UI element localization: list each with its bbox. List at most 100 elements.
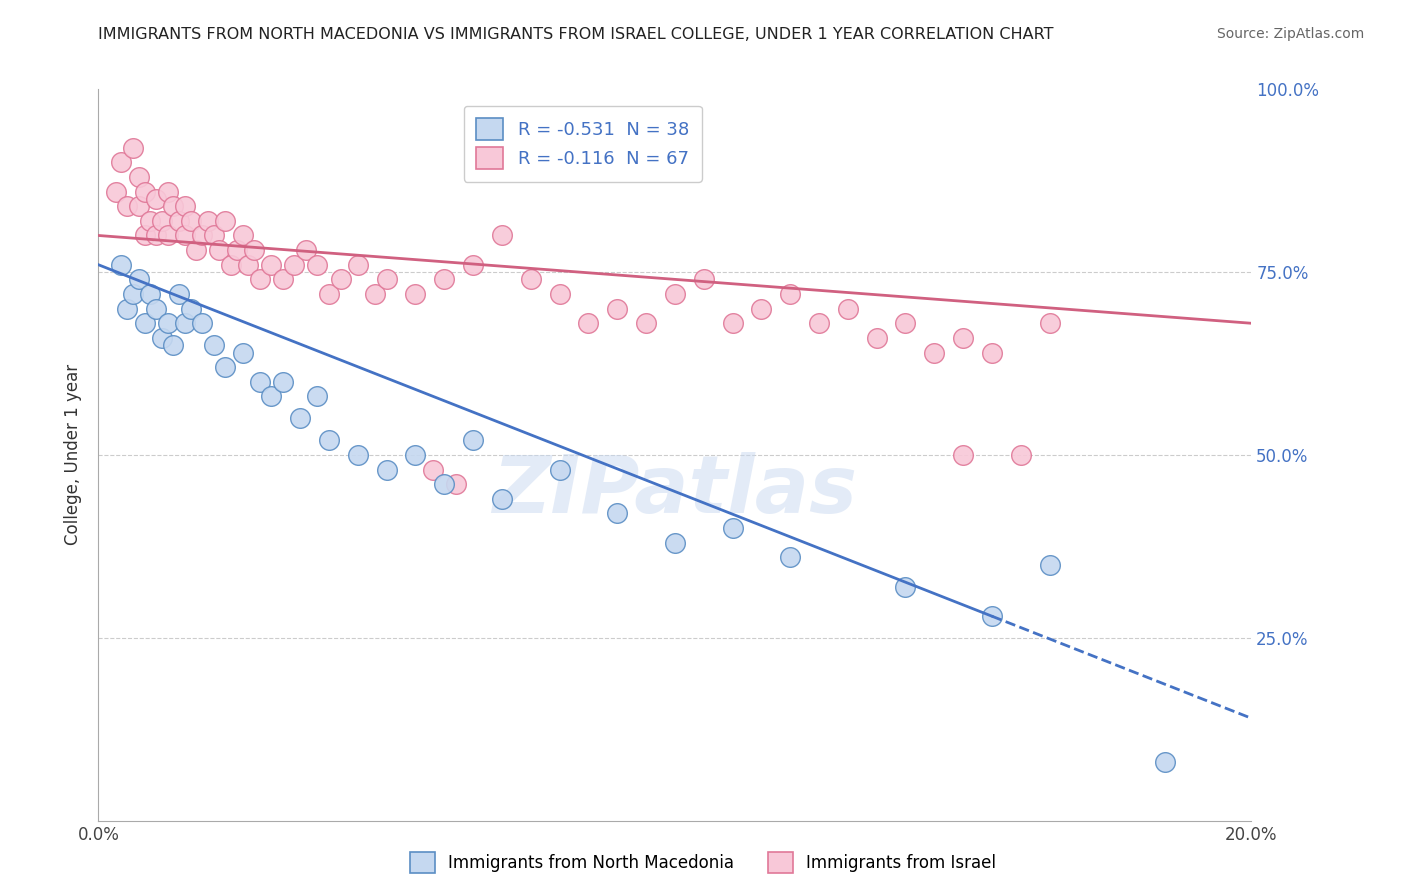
- Point: [405, 448, 427, 462]
- Point: [139, 214, 162, 228]
- Point: [162, 199, 184, 213]
- Point: [249, 272, 271, 286]
- Point: [167, 287, 190, 301]
- Point: [664, 535, 686, 549]
- Point: [837, 301, 859, 316]
- Point: [145, 301, 167, 316]
- Point: [405, 287, 427, 301]
- Point: [375, 462, 398, 476]
- Point: [128, 272, 150, 286]
- Point: [433, 477, 456, 491]
- Point: [191, 228, 214, 243]
- Point: [104, 185, 127, 199]
- Point: [491, 228, 513, 243]
- Point: [779, 287, 801, 301]
- Point: [231, 345, 254, 359]
- Point: [375, 272, 398, 286]
- Point: [721, 521, 744, 535]
- Point: [260, 258, 283, 272]
- Point: [548, 462, 571, 476]
- Point: [249, 375, 271, 389]
- Point: [606, 301, 628, 316]
- Point: [981, 345, 1004, 359]
- Point: [894, 580, 917, 594]
- Point: [117, 199, 139, 213]
- Point: [491, 491, 513, 506]
- Point: [952, 331, 974, 345]
- Point: [346, 448, 368, 462]
- Point: [202, 338, 225, 352]
- Point: [167, 214, 190, 228]
- Y-axis label: College, Under 1 year: College, Under 1 year: [65, 364, 83, 546]
- Point: [807, 316, 830, 330]
- Point: [145, 228, 167, 243]
- Point: [214, 214, 236, 228]
- Point: [243, 243, 266, 257]
- Point: [461, 258, 484, 272]
- Point: [162, 338, 184, 352]
- Point: [110, 155, 132, 169]
- Point: [134, 316, 156, 330]
- Point: [231, 228, 254, 243]
- Point: [922, 345, 945, 359]
- Point: [779, 550, 801, 565]
- Point: [225, 243, 247, 257]
- Point: [197, 214, 219, 228]
- Point: [134, 185, 156, 199]
- Point: [548, 287, 571, 301]
- Point: [721, 316, 744, 330]
- Point: [271, 272, 294, 286]
- Point: [139, 287, 162, 301]
- Point: [1153, 755, 1175, 769]
- Text: IMMIGRANTS FROM NORTH MACEDONIA VS IMMIGRANTS FROM ISRAEL COLLEGE, UNDER 1 YEAR : IMMIGRANTS FROM NORTH MACEDONIA VS IMMIG…: [98, 27, 1054, 42]
- Point: [156, 185, 179, 199]
- Point: [1038, 316, 1062, 330]
- Point: [122, 141, 145, 155]
- Point: [180, 214, 202, 228]
- Point: [461, 434, 484, 448]
- Point: [318, 287, 340, 301]
- Legend: R = -0.531  N = 38, R = -0.116  N = 67: R = -0.531 N = 38, R = -0.116 N = 67: [464, 105, 702, 182]
- Point: [208, 243, 231, 257]
- Point: [364, 287, 387, 301]
- Point: [110, 258, 132, 272]
- Point: [606, 507, 628, 521]
- Point: [174, 316, 197, 330]
- Point: [520, 272, 543, 286]
- Point: [156, 228, 179, 243]
- Point: [290, 411, 312, 425]
- Point: [1010, 448, 1032, 462]
- Point: [693, 272, 716, 286]
- Point: [751, 301, 773, 316]
- Point: [894, 316, 917, 330]
- Point: [260, 389, 283, 403]
- Point: [128, 169, 150, 184]
- Point: [329, 272, 352, 286]
- Point: [122, 287, 145, 301]
- Point: [156, 316, 179, 330]
- Point: [636, 316, 658, 330]
- Point: [186, 243, 208, 257]
- Point: [664, 287, 686, 301]
- Text: Source: ZipAtlas.com: Source: ZipAtlas.com: [1216, 27, 1364, 41]
- Point: [318, 434, 340, 448]
- Point: [295, 243, 318, 257]
- Point: [952, 448, 974, 462]
- Point: [180, 301, 202, 316]
- Point: [117, 301, 139, 316]
- Point: [219, 258, 242, 272]
- Point: [174, 228, 197, 243]
- Point: [202, 228, 225, 243]
- Point: [145, 192, 167, 206]
- Point: [128, 199, 150, 213]
- Point: [191, 316, 214, 330]
- Point: [1038, 558, 1062, 572]
- Point: [283, 258, 305, 272]
- Point: [422, 462, 444, 476]
- Point: [346, 258, 368, 272]
- Point: [307, 389, 329, 403]
- Point: [271, 375, 294, 389]
- Point: [433, 272, 456, 286]
- Point: [134, 228, 156, 243]
- Point: [238, 258, 260, 272]
